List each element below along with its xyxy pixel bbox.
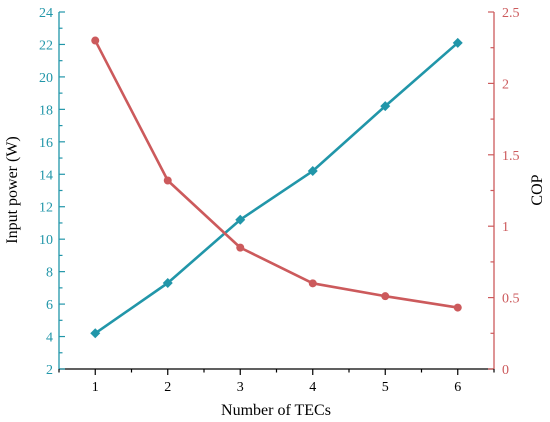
series-1-point bbox=[307, 166, 318, 177]
right-y-tick-label: 0 bbox=[502, 363, 509, 378]
series-1-point bbox=[162, 277, 173, 288]
right-y-axis-title: COP bbox=[529, 174, 546, 205]
series-1-point bbox=[452, 37, 463, 48]
series-2-point bbox=[453, 303, 462, 312]
x-tick-label: 3 bbox=[237, 380, 244, 395]
right-y-tick-label: 1 bbox=[502, 220, 509, 235]
series-layer bbox=[90, 36, 463, 339]
series-1-point bbox=[380, 101, 391, 112]
x-axis-title: Number of TECs bbox=[221, 402, 331, 419]
left-y-tick-label: 16 bbox=[39, 136, 53, 151]
series-2-point bbox=[91, 36, 100, 45]
series-2-point bbox=[236, 243, 245, 252]
x-tick-label: 1 bbox=[92, 380, 99, 395]
series-line-1 bbox=[94, 41, 459, 335]
x-axis-ticks: 1 2 3 4 5 6 bbox=[58, 369, 495, 395]
series-2-point bbox=[163, 176, 172, 185]
left-y-tick-label: 22 bbox=[39, 38, 53, 53]
right-y-tick-label: 2.5 bbox=[502, 6, 520, 21]
left-y-tick-label: 24 bbox=[39, 6, 53, 21]
x-tick-label: 6 bbox=[454, 380, 461, 395]
left-y-tick-label: 6 bbox=[46, 298, 53, 313]
left-y-tick-label: 12 bbox=[39, 201, 53, 216]
left-y-tick-label: 20 bbox=[39, 71, 53, 86]
series-2-point bbox=[308, 279, 317, 288]
left-y-tick-label: 4 bbox=[46, 331, 53, 346]
left-y-tick-label: 8 bbox=[46, 266, 53, 281]
series-line-2 bbox=[94, 39, 458, 309]
left-y-tick-label: 18 bbox=[39, 103, 53, 118]
series-1-point bbox=[235, 214, 246, 225]
x-tick-label: 5 bbox=[382, 380, 389, 395]
right-y-axis-ticks: 0 0.5 1 1.5 2 2.5 bbox=[488, 6, 520, 378]
series-2-point bbox=[381, 292, 390, 301]
left-y-tick-label: 14 bbox=[39, 168, 53, 183]
x-tick-label: 4 bbox=[309, 380, 316, 395]
series-1-point bbox=[90, 328, 101, 339]
right-y-tick-label: 0.5 bbox=[502, 292, 520, 307]
left-y-tick-label: 2 bbox=[46, 363, 53, 378]
x-tick-label: 2 bbox=[164, 380, 171, 395]
left-y-axis-title: Input power (W) bbox=[4, 136, 21, 244]
left-y-tick-label: 10 bbox=[39, 233, 53, 248]
right-y-tick-label: 2 bbox=[502, 77, 509, 92]
plot-area bbox=[59, 12, 494, 369]
right-y-tick-label: 1.5 bbox=[502, 149, 520, 164]
